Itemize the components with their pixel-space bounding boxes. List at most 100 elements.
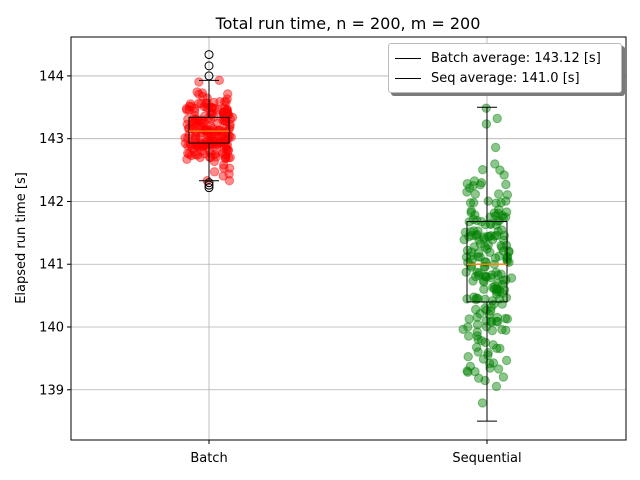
jitter-point	[494, 251, 504, 261]
jitter-point	[497, 242, 507, 253]
jitter-point	[470, 189, 480, 199]
jitter-point	[471, 230, 481, 241]
jitter-point	[481, 305, 492, 315]
jitter-point	[184, 105, 194, 115]
jitter-point	[488, 340, 498, 350]
jitter-point	[219, 115, 229, 125]
jitter-point	[493, 278, 503, 288]
jitter-point	[491, 381, 502, 392]
jitter-point	[209, 97, 219, 108]
jitter-point	[194, 77, 204, 87]
jitter-point	[465, 198, 476, 208]
jitter-point	[200, 125, 211, 135]
jitter-point	[501, 275, 511, 285]
jitter-point	[205, 121, 216, 131]
jitter-point	[485, 247, 495, 258]
jitter-point	[464, 331, 474, 341]
jitter-point	[468, 276, 478, 286]
axis-ticks: 139 140 141 142 143 144 Batch Sequential	[39, 69, 521, 466]
jitter-point	[480, 375, 490, 386]
jitter-point	[494, 294, 505, 304]
jitter-point	[470, 271, 481, 282]
jitter-point	[482, 244, 492, 254]
jitter-point	[192, 118, 202, 129]
jitter-point	[220, 153, 231, 163]
jitter-point	[182, 119, 193, 130]
jitter-point	[225, 152, 235, 163]
jitter-point	[184, 101, 195, 112]
jitter-point	[198, 141, 208, 152]
jitter-point	[221, 113, 231, 123]
jitter-point	[183, 148, 193, 159]
jitter-point	[206, 152, 216, 163]
jitter-point	[462, 179, 472, 189]
y-tick-label: 144	[39, 69, 64, 84]
jitter-point	[193, 98, 204, 109]
jitter-point	[489, 284, 499, 294]
legend-label-batch: Batch average: 143.12 [s]	[431, 50, 601, 66]
jitter-point	[472, 331, 482, 341]
jitter-point	[211, 148, 222, 158]
jitter-point	[501, 207, 512, 217]
jitter-point	[198, 118, 208, 129]
jitter-point	[473, 226, 483, 236]
jitter-point	[502, 252, 513, 262]
jitter-point	[194, 123, 204, 133]
y-axis-label: Elapsed run time [s]	[14, 172, 29, 304]
jitter-point	[192, 87, 202, 97]
jitter-point	[485, 358, 495, 369]
legend-line-icon	[395, 57, 421, 59]
jitter-point	[494, 216, 504, 226]
jitter-point	[481, 119, 492, 129]
jitter-point	[463, 257, 473, 268]
jitter-point	[197, 88, 208, 98]
jitter-point	[506, 273, 517, 283]
jitter-point	[190, 114, 200, 124]
jitter-point	[202, 127, 213, 137]
jitter-point	[195, 139, 205, 149]
jitter-point	[474, 235, 484, 245]
jitter-point	[468, 181, 478, 191]
jitter-point	[214, 105, 224, 115]
jitter-point	[209, 156, 220, 167]
jitter-point	[462, 366, 472, 376]
jitter-point	[496, 240, 506, 251]
jitter-point	[199, 117, 209, 128]
jitter-point	[182, 154, 192, 165]
jitter-point	[207, 103, 217, 113]
jitter-point	[196, 98, 206, 109]
jitter-point	[221, 150, 231, 160]
jitter-point	[476, 178, 487, 188]
jitter-point	[222, 94, 232, 104]
jitter-point	[482, 272, 492, 282]
jitter-point	[472, 327, 482, 337]
jitter-point	[481, 272, 491, 282]
jitter-point	[483, 196, 493, 206]
jitter-point	[490, 142, 501, 153]
jitter-point	[498, 246, 509, 256]
jitter-point	[490, 253, 501, 263]
jitter-point	[224, 169, 234, 179]
jitter-point	[499, 235, 509, 245]
jitter-point	[197, 141, 207, 152]
jitter-point	[480, 294, 490, 304]
jitter-point	[496, 269, 506, 279]
jitter-point	[225, 122, 235, 132]
y-tick-label: 139	[39, 383, 64, 398]
jitter-point	[502, 190, 513, 200]
jitter-point	[185, 139, 196, 149]
jitter-point	[218, 171, 228, 181]
jitter-point	[465, 361, 476, 372]
jitter-point	[473, 248, 484, 258]
jitter-point	[215, 97, 225, 107]
jitter-point	[479, 284, 489, 294]
jitter-point	[221, 105, 232, 116]
x-tick-label: Batch	[190, 451, 227, 466]
jitter-point	[475, 180, 485, 190]
jitter-point	[220, 97, 230, 107]
jitter-point	[478, 354, 489, 364]
jitter-point	[476, 336, 487, 346]
jitter-point	[198, 139, 208, 149]
jitter-point	[221, 144, 232, 154]
jitter-point	[480, 242, 490, 252]
